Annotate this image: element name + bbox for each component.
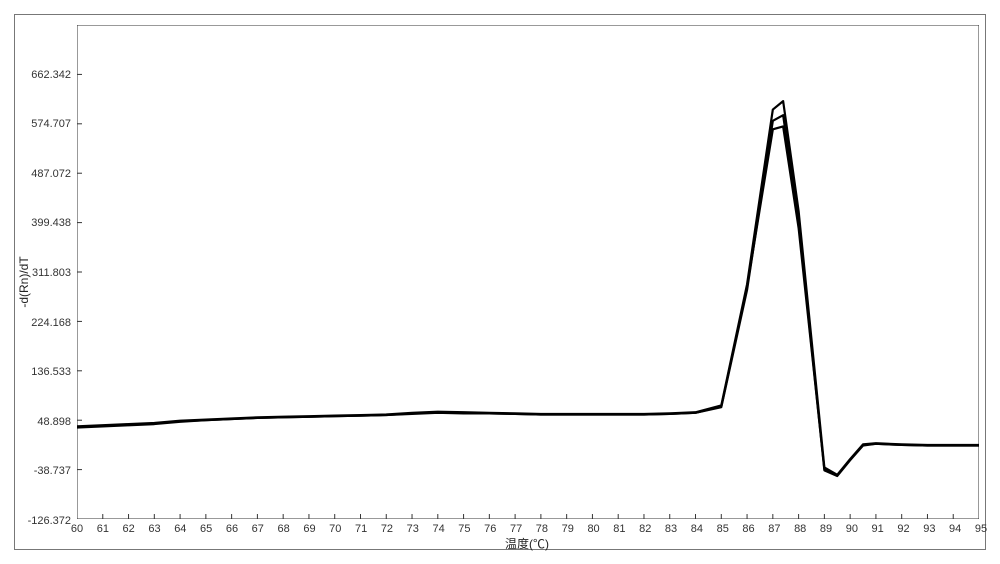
plot-area (77, 25, 979, 519)
x-tick-label: 86 (742, 523, 754, 535)
x-tick-label: 62 (123, 523, 135, 535)
x-tick-label: 95 (975, 523, 987, 535)
x-tick-label: 60 (71, 523, 83, 535)
x-tick-label: 93 (923, 523, 935, 535)
y-tick-label: 136.533 (31, 366, 71, 378)
x-axis-label: 温度(℃) (505, 535, 549, 552)
x-tick-label: 88 (794, 523, 806, 535)
x-tick-label: 87 (768, 523, 780, 535)
x-tick-label: 67 (252, 523, 264, 535)
x-tick-label: 77 (510, 523, 522, 535)
x-tick-label: 83 (665, 523, 677, 535)
chart-frame: -d(Rn)/dT 温度(℃) -126.372 -38.737 48.898 136… (14, 14, 986, 550)
chart-container: -d(Rn)/dT 温度(℃) -126.372 -38.737 48.898 136… (0, 0, 1000, 564)
x-tick-label: 70 (329, 523, 341, 535)
x-tick-label: 85 (717, 523, 729, 535)
x-tick-label: 91 (872, 523, 884, 535)
x-tick-label: 71 (355, 523, 367, 535)
y-tick-label: 399.438 (31, 217, 71, 229)
x-tick-label: 82 (639, 523, 651, 535)
x-tick-label: 68 (278, 523, 290, 535)
x-tick-label: 64 (174, 523, 186, 535)
x-tick-label: 73 (407, 523, 419, 535)
x-tick-label: 76 (484, 523, 496, 535)
y-tick-label: -126.372 (28, 515, 71, 527)
y-tick-label: 48.898 (37, 416, 71, 428)
x-tick-label: 69 (303, 523, 315, 535)
x-tick-label: 63 (148, 523, 160, 535)
plot-svg (77, 25, 979, 519)
x-tick-label: 65 (200, 523, 212, 535)
x-tick-label: 75 (458, 523, 470, 535)
y-tick-label: 311.803 (32, 267, 71, 279)
plot-box (77, 25, 979, 519)
y-tick-label: -38.737 (34, 465, 71, 477)
x-tick-label: 66 (226, 523, 238, 535)
x-tick-label: 84 (691, 523, 703, 535)
x-tick-label: 61 (97, 523, 109, 535)
y-axis-label: -d(Rn)/dT (17, 256, 31, 307)
y-tick-label: 487.072 (31, 168, 71, 180)
x-tick-label: 89 (820, 523, 832, 535)
y-tick-label: 662.342 (31, 69, 71, 81)
y-tick-label: 574.707 (31, 118, 71, 130)
x-tick-label: 80 (587, 523, 599, 535)
y-tick-label: 224.168 (31, 317, 71, 329)
x-tick-label: 92 (897, 523, 909, 535)
x-tick-label: 78 (536, 523, 548, 535)
x-tick-label: 72 (381, 523, 393, 535)
x-tick-label: 94 (949, 523, 961, 535)
x-tick-label: 79 (562, 523, 574, 535)
x-tick-label: 81 (613, 523, 625, 535)
x-tick-label: 90 (846, 523, 858, 535)
x-tick-label: 74 (432, 523, 444, 535)
